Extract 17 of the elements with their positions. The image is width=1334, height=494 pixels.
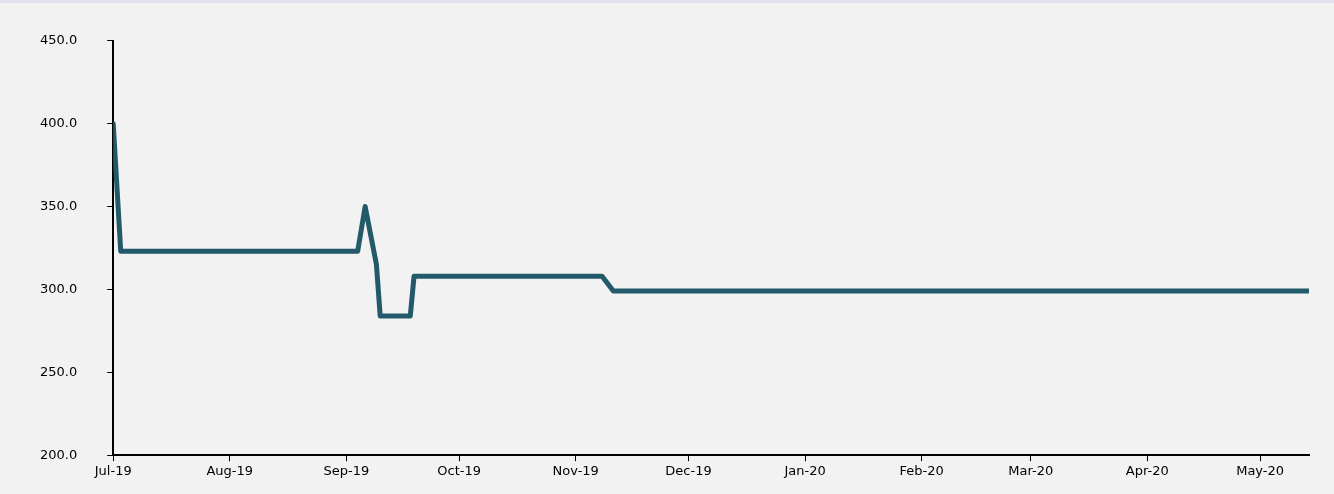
x-tick-label: Jul-19 <box>93 463 132 479</box>
x-tick-label: Apr-20 <box>1125 463 1169 479</box>
x-tick-label: Aug-19 <box>206 463 254 479</box>
y-tick-label: 400.0 <box>40 115 78 131</box>
x-tick-label: Jan-20 <box>783 463 826 479</box>
y-tick-label: 450.0 <box>40 32 78 48</box>
x-tick-label: Oct-19 <box>437 463 482 479</box>
x-tick-label: Sep-19 <box>323 463 370 479</box>
y-tick-label: 350.0 <box>40 197 78 213</box>
y-tick-label: 300.0 <box>40 280 78 296</box>
x-tick-label: Feb-20 <box>899 463 944 479</box>
y-tick-label: 250.0 <box>40 363 78 379</box>
x-tick-label: May-20 <box>1236 463 1285 479</box>
x-tick-label: Mar-20 <box>1008 463 1054 479</box>
x-tick-label: Nov-19 <box>552 463 599 479</box>
y-tick-label: 200.0 <box>40 446 78 462</box>
x-tick-label: Dec-19 <box>665 463 712 479</box>
